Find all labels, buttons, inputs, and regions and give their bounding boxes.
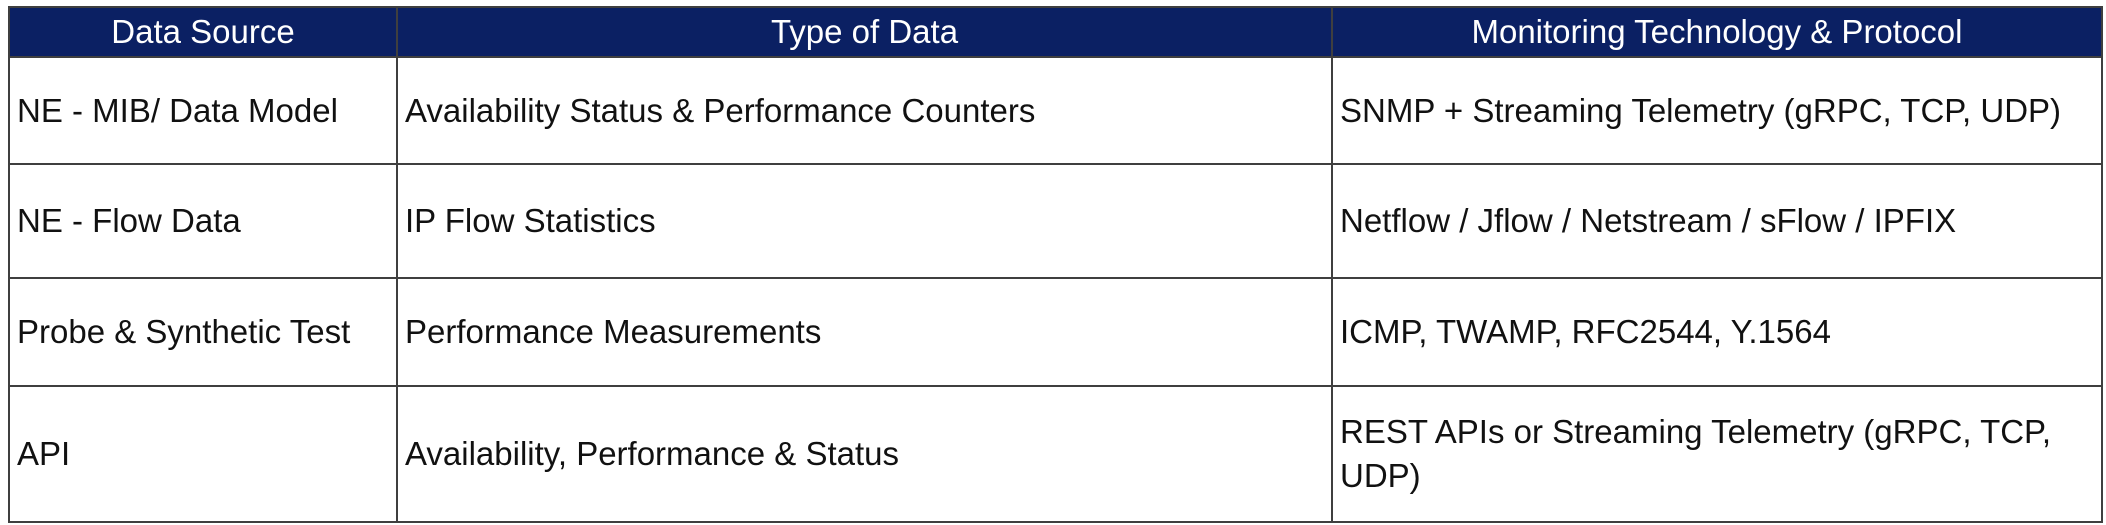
header-monitoring-technology: Monitoring Technology & Protocol <box>1331 6 2103 58</box>
table-row: API Availability, Performance & Status R… <box>8 385 2103 523</box>
table-row: Probe & Synthetic Test Performance Measu… <box>8 277 2103 387</box>
cell-data-source: API <box>8 385 398 523</box>
cell-data-source: NE - Flow Data <box>8 163 398 279</box>
cell-type-of-data: Availability, Performance & Status <box>396 385 1333 523</box>
data-sources-table: Data Source Type of Data Monitoring Tech… <box>8 6 2103 523</box>
cell-monitoring-technology: Netflow / Jflow / Netstream / sFlow / IP… <box>1331 163 2103 279</box>
cell-data-source: Probe & Synthetic Test <box>8 277 398 387</box>
table-header: Data Source Type of Data Monitoring Tech… <box>8 6 2103 58</box>
header-row: Data Source Type of Data Monitoring Tech… <box>8 6 2103 58</box>
header-data-source: Data Source <box>8 6 398 58</box>
cell-data-source: NE - MIB/ Data Model <box>8 56 398 165</box>
cell-monitoring-technology: SNMP + Streaming Telemetry (gRPC, TCP, U… <box>1331 56 2103 165</box>
table-row: NE - MIB/ Data Model Availability Status… <box>8 56 2103 165</box>
cell-monitoring-technology: ICMP, TWAMP, RFC2544, Y.1564 <box>1331 277 2103 387</box>
table-body: NE - MIB/ Data Model Availability Status… <box>8 56 2103 523</box>
table-row: NE - Flow Data IP Flow Statistics Netflo… <box>8 163 2103 279</box>
cell-type-of-data: IP Flow Statistics <box>396 163 1333 279</box>
cell-type-of-data: Availability Status & Performance Counte… <box>396 56 1333 165</box>
cell-monitoring-technology: REST APIs or Streaming Telemetry (gRPC, … <box>1331 385 2103 523</box>
header-type-of-data: Type of Data <box>396 6 1333 58</box>
cell-type-of-data: Performance Measurements <box>396 277 1333 387</box>
